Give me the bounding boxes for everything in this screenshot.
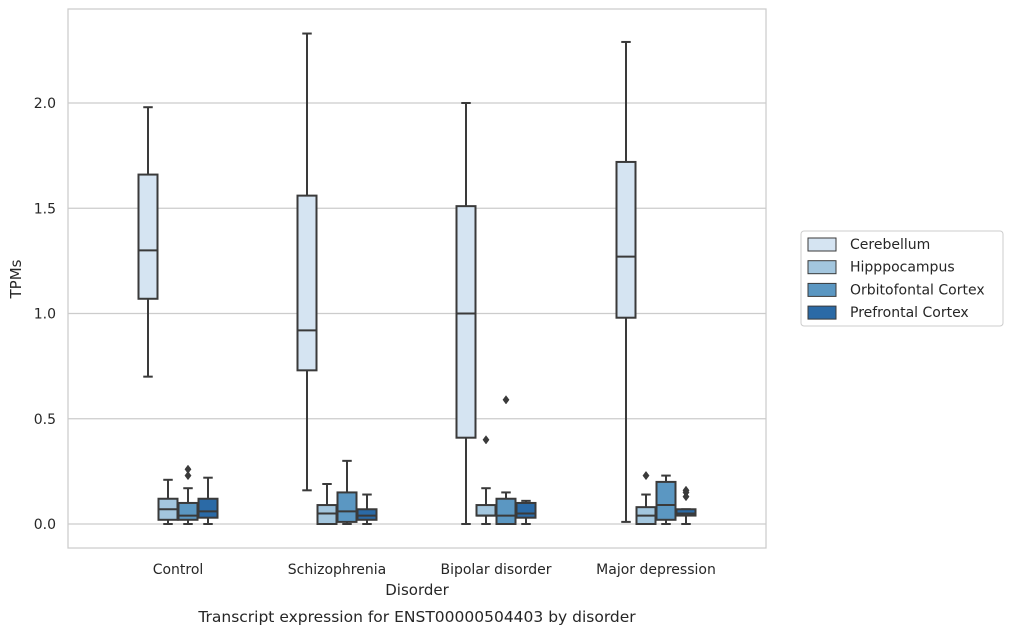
- box-group: [356, 493, 378, 525]
- outlier-point: [184, 470, 192, 481]
- box-group: [515, 499, 537, 525]
- x-tick-label: Bipolar disorder: [440, 562, 551, 578]
- x-axis-ticks: Control Schizophrenia Bipolar disorder Majo…: [153, 562, 716, 578]
- box-iqr: [197, 497, 219, 519]
- y-tick-label: 1.5: [34, 201, 56, 217]
- box-iqr: [475, 504, 497, 517]
- x-tick-label: Control: [153, 562, 204, 578]
- box-group: [197, 476, 219, 525]
- legend-label: Orbitofontal Cortex: [850, 282, 985, 298]
- y-tick-label: 2.0: [34, 96, 56, 112]
- plot-frame: [67, 8, 767, 549]
- box-iqr: [177, 501, 199, 521]
- box-iqr: [137, 173, 159, 300]
- box-iqr: [675, 508, 697, 517]
- box-group: [635, 470, 657, 526]
- x-tick-label: Schizophrenia: [288, 562, 386, 578]
- box-plot-marks: [137, 32, 697, 526]
- legend-label: Hipppocampus: [850, 260, 955, 276]
- outlier-point: [482, 435, 490, 445]
- legend-swatch: [807, 282, 837, 297]
- x-tick-label: Major depression: [596, 562, 716, 578]
- box-group: [336, 459, 358, 525]
- legend-swatch: [807, 260, 837, 275]
- outlier-point: [642, 470, 650, 481]
- box-iqr: [296, 194, 318, 372]
- y-axis-label: TPMs: [7, 259, 25, 299]
- box-group: [675, 485, 697, 525]
- grid-lines: [68, 102, 766, 525]
- legend-label: Prefrontal Cortex: [850, 305, 969, 321]
- box-group: [177, 464, 199, 525]
- legend-swatch: [807, 237, 837, 252]
- box-group: [495, 395, 517, 525]
- box-group: [475, 435, 497, 525]
- box-iqr: [336, 491, 358, 523]
- chart-caption: Transcript expression for ENST0000050440…: [197, 608, 636, 626]
- box-iqr: [455, 205, 477, 439]
- box-group: [137, 106, 159, 378]
- legend-label: Cerebellum: [850, 237, 930, 253]
- legend-swatch: [807, 305, 837, 320]
- box-group: [655, 474, 677, 525]
- box-iqr: [316, 504, 338, 525]
- box-iqr: [515, 501, 537, 519]
- outlier-point: [502, 395, 510, 405]
- legend-frame: [800, 230, 1004, 327]
- outlier-point: [682, 485, 690, 495]
- box-iqr: [655, 480, 677, 521]
- y-tick-label: 1.0: [34, 307, 56, 323]
- box-group: [157, 478, 179, 525]
- box-iqr: [495, 497, 517, 525]
- box-group: [296, 32, 318, 492]
- y-tick-label: 0.0: [34, 517, 56, 533]
- box-group: [615, 40, 637, 523]
- outlier-point: [184, 464, 192, 474]
- box-iqr: [615, 160, 637, 319]
- x-axis-label: Disorder: [385, 581, 449, 599]
- box-iqr: [356, 508, 378, 521]
- legend: Cerebellum Hipppocampus Orbitofontal Corte…: [800, 230, 1004, 327]
- y-tick-label: 0.5: [34, 412, 56, 428]
- box-group: [316, 483, 338, 525]
- box-group: [455, 102, 477, 525]
- y-axis-ticks: 0.0 0.5 1.0 1.5 2.0: [34, 96, 56, 533]
